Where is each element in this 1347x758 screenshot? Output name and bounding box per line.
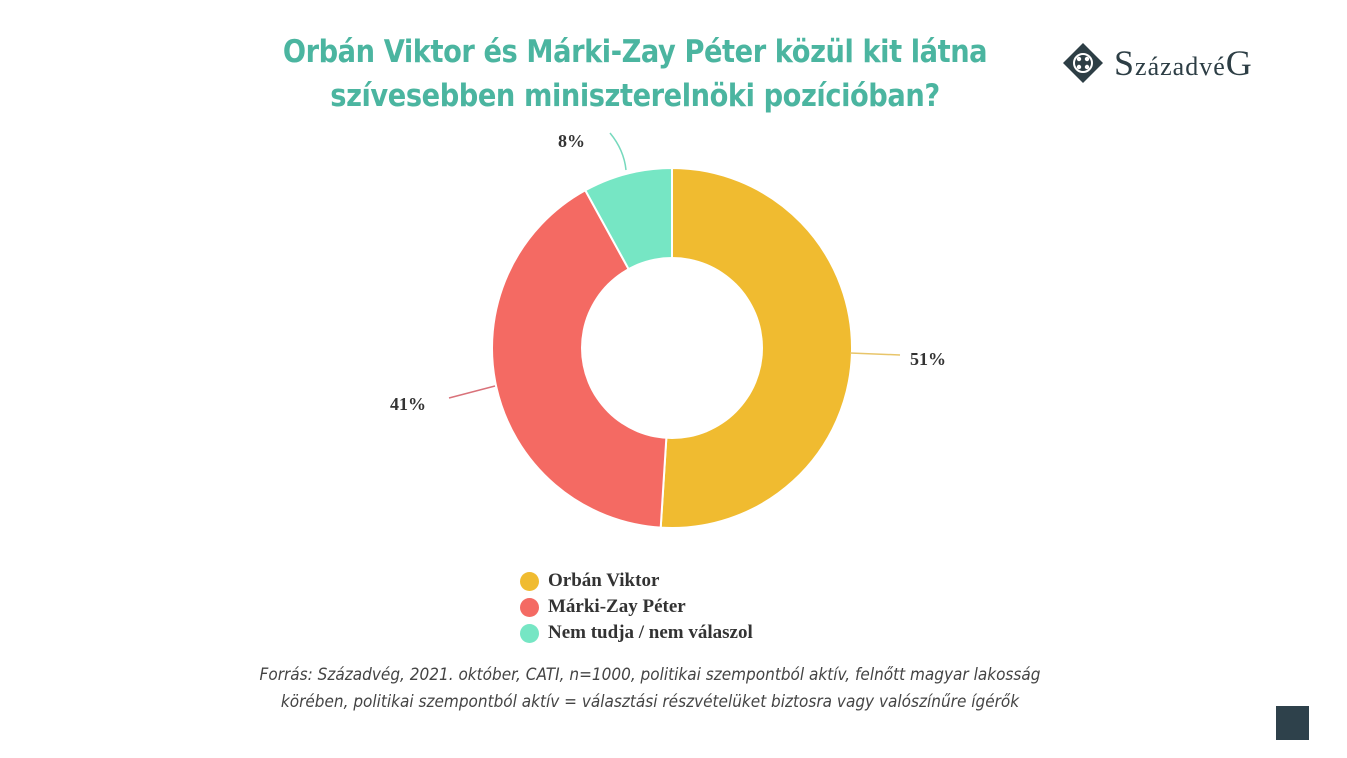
legend: Orbán Viktor Márki-Zay Péter Nem tudja /… xyxy=(520,568,753,646)
leader-line-mz xyxy=(448,385,496,399)
legend-dot xyxy=(520,597,539,617)
title-line-1: Orbán Viktor és Márki-Zay Péter közül ki… xyxy=(282,34,988,70)
label-marki-zay: 41% xyxy=(390,394,426,414)
label-orban: 51% xyxy=(910,349,946,369)
diamond-ornament-icon xyxy=(1063,43,1103,83)
source-note: Forrás: Századvég, 2021. október, CATI, … xyxy=(259,665,1041,712)
leader-line-orban xyxy=(849,352,901,356)
szazadveg-logo: SzázadvéG xyxy=(1062,42,1253,84)
corner-square xyxy=(1276,706,1309,740)
title-line-2: szívesebben miniszterelnöki pozícióban? xyxy=(330,78,940,114)
legend-dot xyxy=(520,623,539,643)
legend-dot xyxy=(520,571,539,591)
logo-text: SzázadvéG xyxy=(1114,43,1253,83)
leader-line-nt xyxy=(609,132,627,171)
label-nem-tudja: 8% xyxy=(558,131,585,151)
chart-title: Orbán Viktor és Márki-Zay Péter közül ki… xyxy=(252,30,1018,118)
legend-item-nem-tudja: Nem tudja / nem válaszol xyxy=(520,620,753,646)
legend-item-marki-zay: Márki-Zay Péter xyxy=(520,594,753,620)
legend-item-orban: Orbán Viktor xyxy=(520,568,753,594)
